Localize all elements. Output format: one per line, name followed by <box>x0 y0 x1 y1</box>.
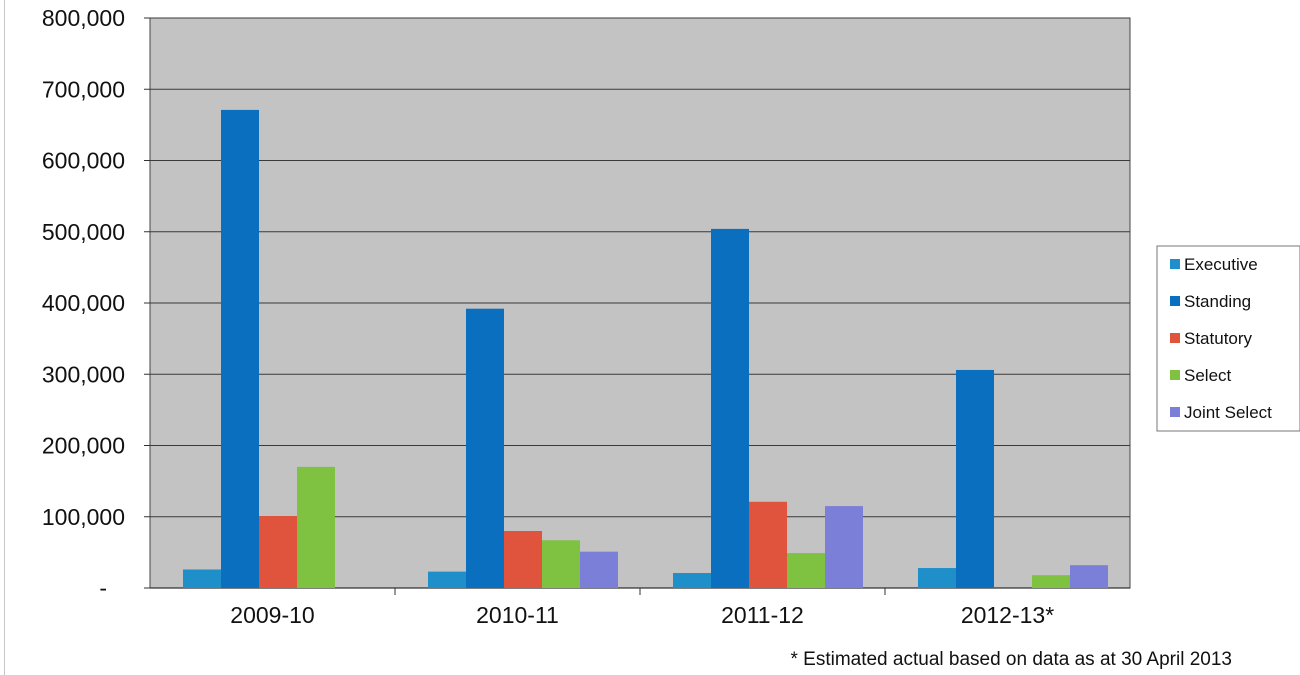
y-tick-label: 200,000 <box>42 433 125 459</box>
bar-joint-select <box>1070 565 1108 588</box>
y-axis-ticks: - 100,000 200,000 300,000 400,000 500,000 600,… <box>42 5 150 601</box>
y-tick-label: 500,000 <box>42 219 125 245</box>
legend-swatch <box>1170 259 1180 269</box>
bar-standing <box>956 369 994 588</box>
legend-box <box>1156 245 1300 432</box>
bars <box>183 109 1108 588</box>
y-tick-label: 600,000 <box>42 148 125 174</box>
scan-edge-line <box>4 0 5 675</box>
legend-swatch <box>1170 370 1180 380</box>
legend-label: Statutory <box>1184 329 1253 348</box>
x-axis-ticks: 2009-10 2010-11 2011-12 2012-13* <box>230 588 1054 628</box>
bar-select <box>787 553 825 588</box>
bar-standing <box>466 308 504 588</box>
y-tick-label: 800,000 <box>42 5 125 31</box>
bar-standing <box>221 109 259 588</box>
bar-select <box>297 466 335 588</box>
legend-label: Joint Select <box>1184 403 1272 422</box>
bar-select <box>542 540 580 588</box>
legend: Executive Standing Statutory Select Joint Se… <box>1156 245 1300 432</box>
y-tick-label: 100,000 <box>42 504 125 530</box>
x-tick-label: 2011-12 <box>721 602 804 628</box>
bar-joint-select <box>825 506 863 588</box>
y-tick-label: 300,000 <box>42 361 125 387</box>
bar-statutory <box>749 501 787 588</box>
x-tick-label: 2009-10 <box>230 602 314 628</box>
legend-label: Executive <box>1184 255 1258 274</box>
bar-executive <box>673 573 711 588</box>
bar-standing <box>711 228 749 588</box>
x-tick-label: 2010-11 <box>476 602 559 628</box>
x-tick-label: 2012-13* <box>961 602 1054 628</box>
y-tick-label: 700,000 <box>42 76 125 102</box>
bar-executive <box>428 571 466 588</box>
legend-label: Standing <box>1184 292 1251 311</box>
legend-swatch <box>1170 296 1180 306</box>
bar-executive <box>918 568 956 588</box>
footnote: * Estimated actual based on data as at 3… <box>790 649 1232 670</box>
legend-swatch <box>1170 407 1180 417</box>
legend-label: Select <box>1184 366 1232 385</box>
bar-select <box>1032 575 1070 588</box>
legend-swatch <box>1170 333 1180 343</box>
bar-executive <box>183 569 221 588</box>
y-tick-label: 400,000 <box>42 290 125 316</box>
bar-joint-select <box>580 551 618 588</box>
bar-statutory <box>259 516 297 588</box>
bar-statutory <box>504 531 542 588</box>
y-tick-label: - <box>99 575 107 601</box>
